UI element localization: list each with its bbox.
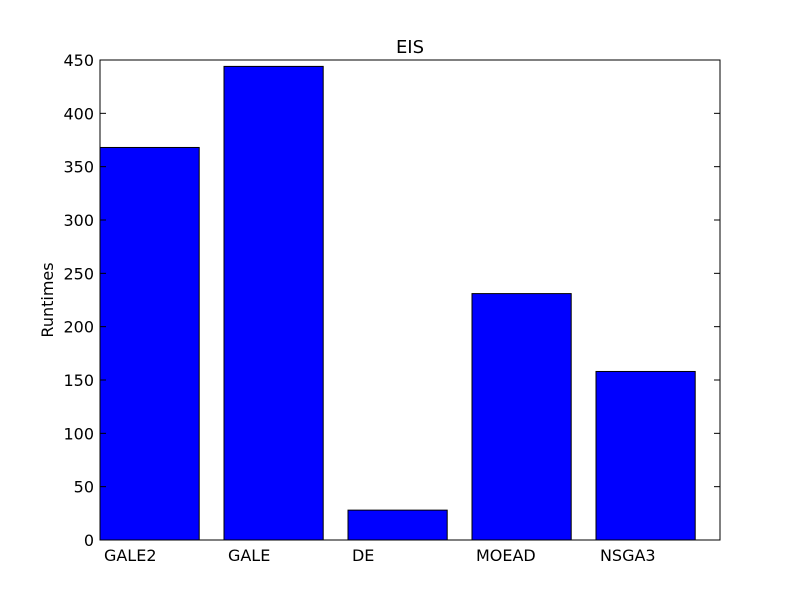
x-tick-label-gale: GALE: [228, 546, 270, 565]
y-ticks-group: 0 50 100 150 200 250 300 350 400 450: [63, 51, 720, 550]
y-tick-label: 0: [84, 531, 94, 550]
x-tick-label-gale2: GALE2: [104, 546, 157, 565]
y-tick-label: 350: [63, 158, 94, 177]
y-tick-label: 400: [63, 104, 94, 123]
bar-de: [347, 509, 448, 541]
y-tick-label: 300: [63, 211, 94, 230]
y-tick-label: 150: [63, 371, 94, 390]
bar-moead: [471, 293, 572, 541]
y-tick-label: 50: [74, 478, 94, 497]
y-tick-label: 200: [63, 318, 94, 337]
x-tick-label-nsga3: NSGA3: [600, 546, 656, 565]
y-tick-label: 450: [63, 51, 94, 70]
x-tick-label-de: DE: [352, 546, 374, 565]
bar-gale2: [99, 146, 200, 541]
plot-frame: [99, 59, 721, 541]
x-tick-label-moead: MOEAD: [476, 546, 536, 565]
chart-title: EIS: [396, 37, 424, 58]
bar-gale: [223, 65, 324, 541]
x-labels-group: GALE2 GALE DE MOEAD NSGA3: [104, 546, 656, 565]
y-tick-label: 100: [63, 424, 94, 443]
bars-group: [99, 65, 696, 541]
y-tick-label: 250: [63, 264, 94, 283]
bar-nsga3: [595, 370, 696, 541]
y-axis-title: Runtimes: [38, 262, 57, 337]
